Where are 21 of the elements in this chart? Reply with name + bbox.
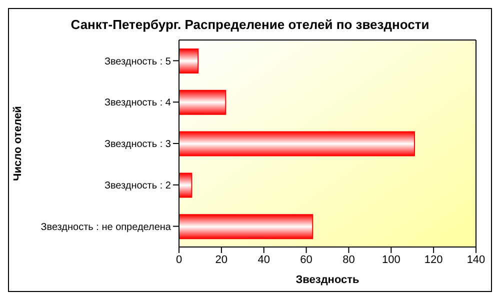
x-axis-title: Звездность — [296, 274, 360, 286]
x-tick-label: 20 — [215, 254, 228, 266]
y-tick-label: Звездность : 4 — [104, 98, 172, 109]
x-tick-label: 40 — [258, 254, 270, 266]
y-tick-label: Звездность : 3 — [104, 139, 172, 150]
chart-title: Санкт-Петербург. Распределение отелей по звездности — [70, 17, 430, 34]
bar — [179, 48, 199, 74]
y-tick-label: Звездность : 5 — [104, 56, 172, 68]
y-axis-title: Число отелей — [12, 106, 24, 181]
x-tick-label: 120 — [424, 254, 443, 266]
x-tick-label: 60 — [300, 254, 312, 266]
x-tick-label: 80 — [342, 254, 355, 266]
x-tick-label: 0 — [176, 254, 182, 266]
bar — [179, 172, 192, 198]
bar — [179, 131, 415, 156]
bar — [179, 214, 314, 240]
y-tick-label: Звездность : 2 — [104, 180, 172, 192]
bar — [179, 90, 226, 115]
x-tick-label: 140 — [466, 254, 486, 266]
x-tick-label: 100 — [382, 254, 400, 266]
y-tick-label: Звездность : не определена — [40, 222, 172, 233]
